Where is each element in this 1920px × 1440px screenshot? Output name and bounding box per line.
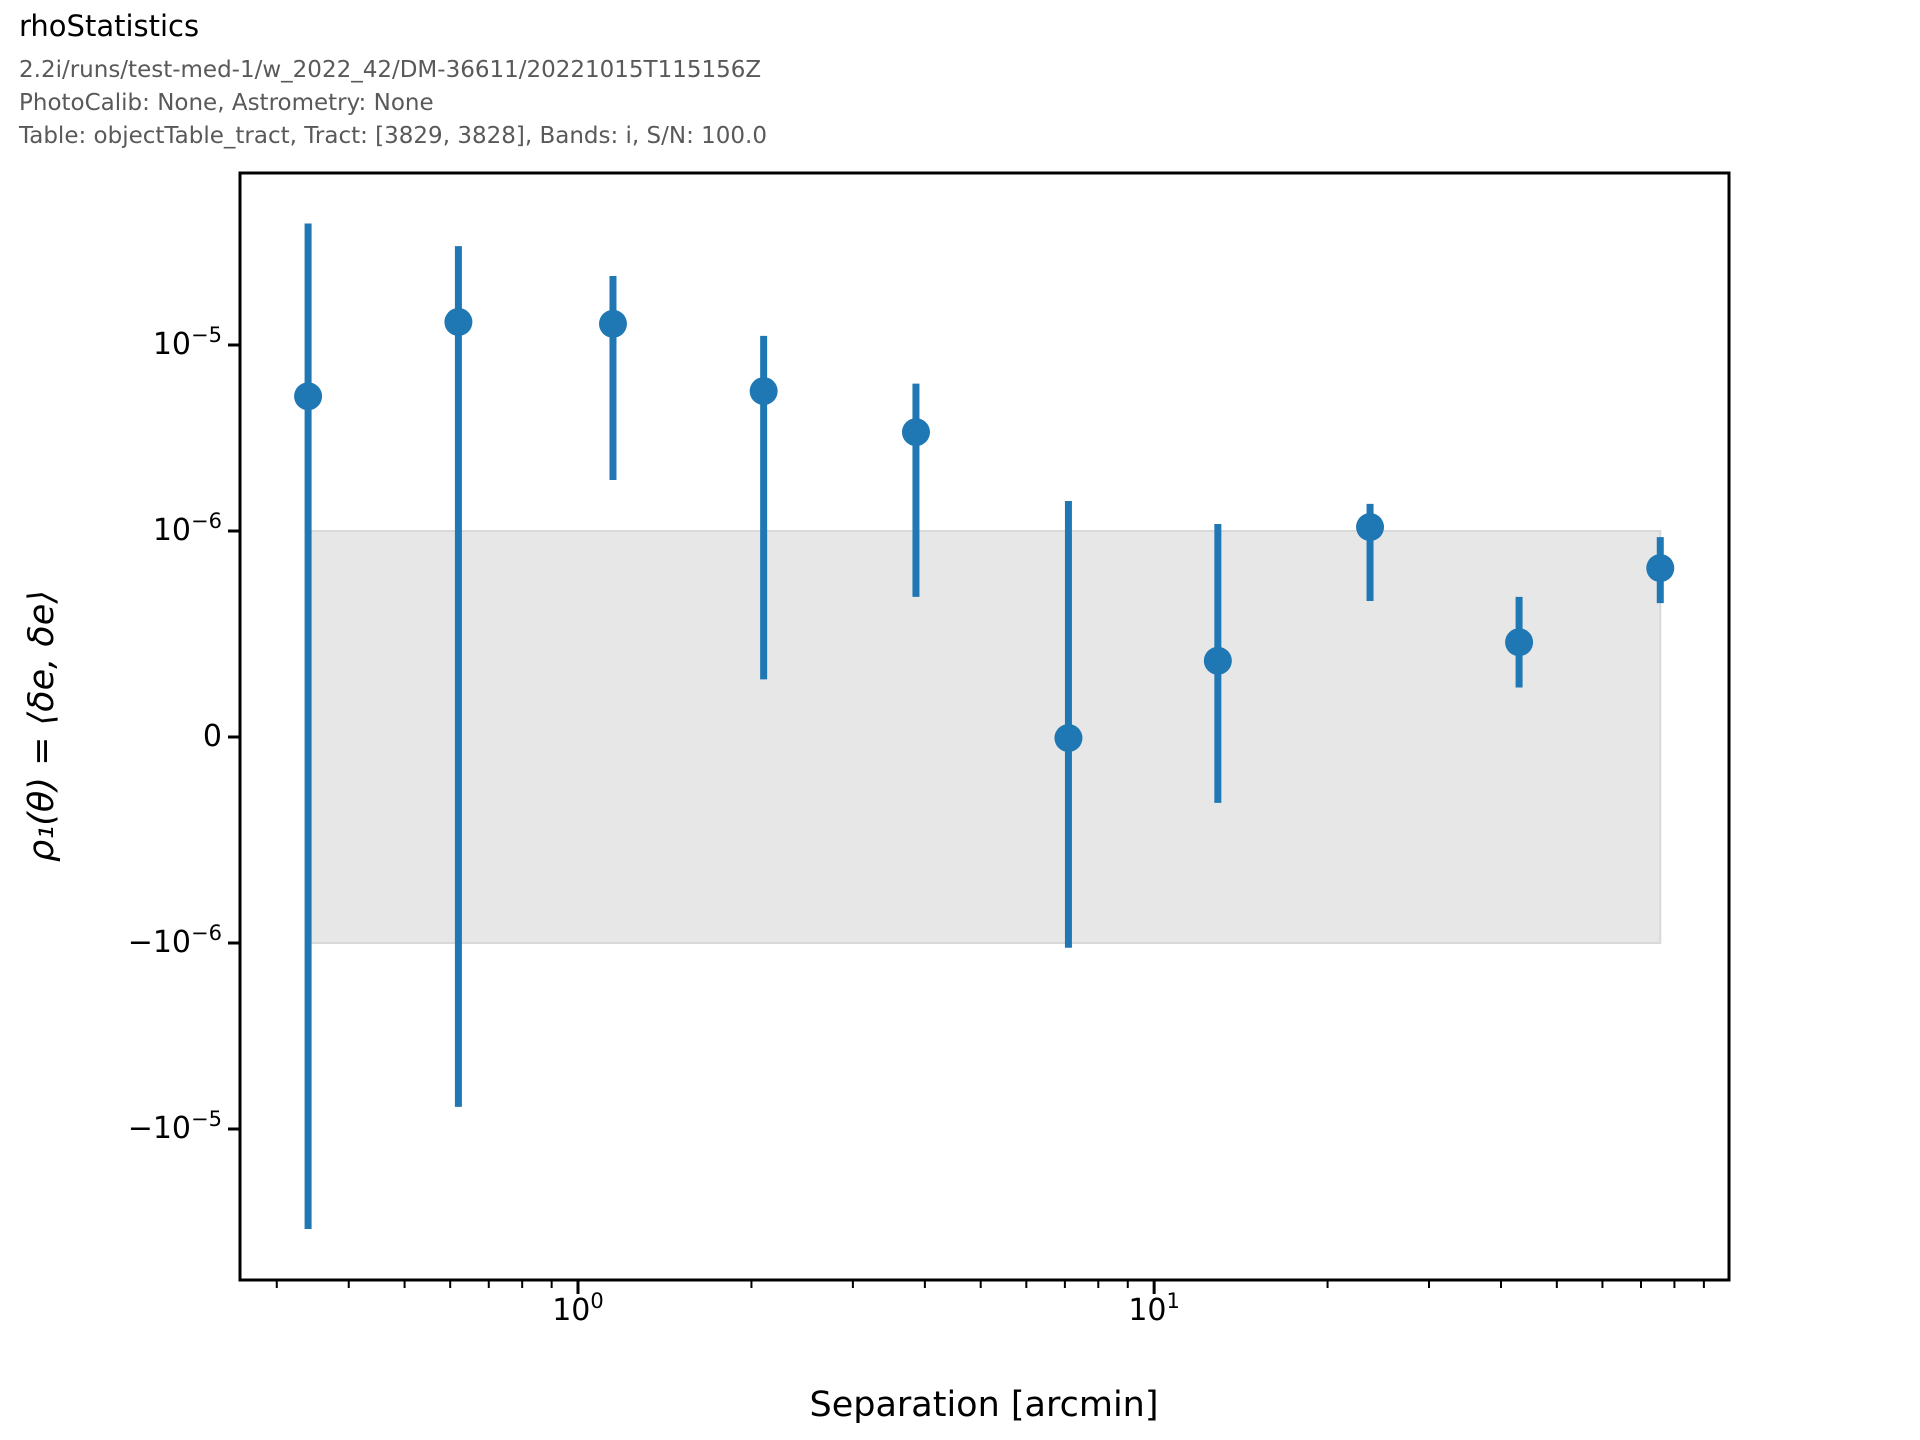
data-point-marker xyxy=(1054,724,1083,753)
data-point-marker xyxy=(749,377,778,406)
data-point-marker xyxy=(1203,646,1232,675)
data-point-marker xyxy=(294,382,323,411)
data-point-marker xyxy=(1646,554,1675,583)
subtitle-line-3: Table: objectTable_tract, Tract: [3829, … xyxy=(19,123,768,149)
data-point-marker xyxy=(598,309,627,338)
axis-frame xyxy=(238,171,1731,1282)
subtitle-line-2: PhotoCalib: None, Astrometry: None xyxy=(19,90,434,116)
page-title: rhoStatistics xyxy=(19,9,200,43)
confidence-band xyxy=(307,530,1662,944)
subtitle-line-1: 2.2i/runs/test-med-1/w_2022_42/DM-36611/… xyxy=(19,57,762,83)
data-point-marker xyxy=(1505,628,1534,657)
data-point-marker xyxy=(1356,513,1385,542)
data-point-marker xyxy=(901,418,930,447)
data-point-marker xyxy=(444,307,473,336)
